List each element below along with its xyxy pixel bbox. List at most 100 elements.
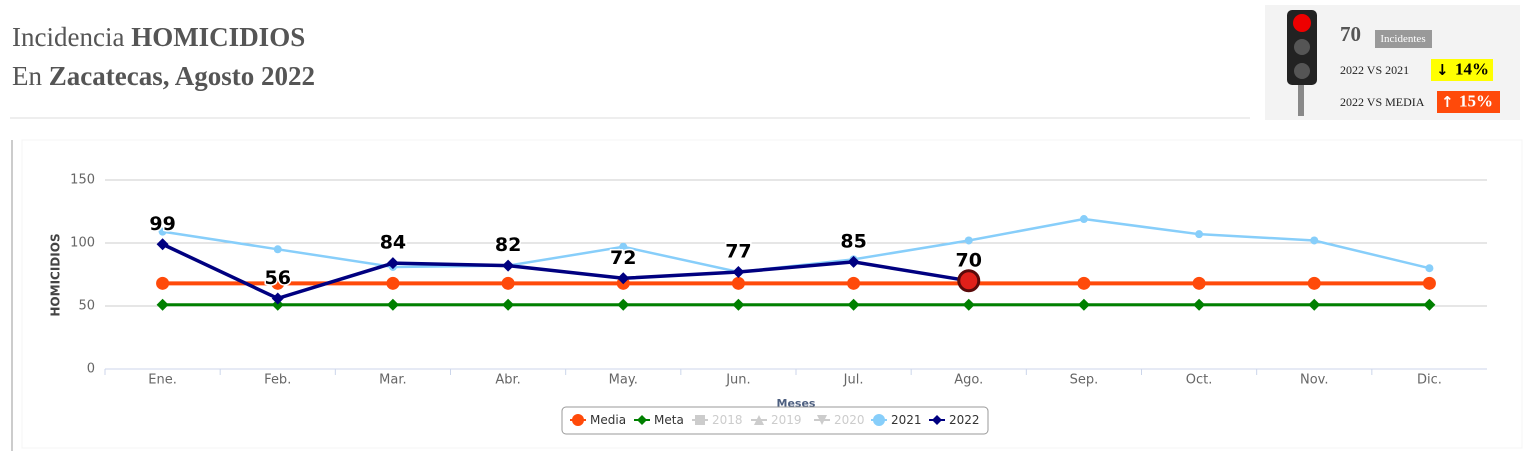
point: [271, 276, 285, 290]
data-label: 70: [956, 249, 982, 271]
vs-label: 2022 VS MEDIA: [1340, 95, 1425, 109]
point: [754, 415, 764, 425]
point: [817, 415, 827, 425]
point: [386, 257, 399, 270]
point: [1079, 215, 1088, 224]
point: [156, 276, 170, 290]
y-tick-label: 50: [78, 299, 95, 314]
point: [617, 272, 630, 285]
point: [962, 298, 975, 311]
point: [847, 298, 860, 311]
chart-panel: [21, 139, 1523, 449]
x-tick-label: Oct.: [1186, 373, 1213, 388]
x-tick-label: Sep.: [1070, 373, 1099, 388]
arrow-down: ↓: [1436, 61, 1449, 79]
point: [964, 236, 973, 245]
legend-label: Media: [590, 413, 626, 427]
badge-bg: [1375, 30, 1432, 48]
legend: [561, 406, 989, 435]
point: [847, 255, 860, 268]
title-bold: HOMICIDIOS: [131, 22, 305, 52]
x-tick-label: Ago.: [954, 373, 983, 388]
point: [386, 298, 399, 311]
point: [1422, 276, 1436, 290]
x-tick-label: May.: [609, 373, 638, 388]
point: [847, 276, 861, 290]
data-label: 77: [725, 240, 751, 262]
indicator: 70 Incidentes 2022 VS 2021 ↓ 14% 2022 VS…: [1265, 5, 1520, 120]
data-label: 99: [149, 213, 175, 235]
point: [1425, 264, 1434, 273]
point: [386, 276, 400, 290]
point: [273, 245, 282, 254]
vs-value: 14%: [1455, 59, 1489, 78]
x-tick-label: Mar.: [379, 373, 406, 388]
y-tick-label: 100: [70, 236, 95, 251]
point: [271, 292, 284, 305]
point: [502, 259, 515, 272]
legend-label: 2021: [891, 413, 922, 427]
point: [156, 238, 169, 251]
point: [1193, 298, 1206, 311]
legend-label: 2019: [771, 413, 802, 427]
point: [158, 227, 167, 236]
legend-label: Meta: [654, 413, 684, 427]
point: [619, 242, 628, 251]
point: [501, 276, 515, 290]
light-red: [1293, 14, 1311, 32]
light-green: [1294, 63, 1310, 79]
series-line: [161, 242, 970, 301]
legend-label: 2020: [834, 413, 865, 427]
x-tick-label: Nov.: [1300, 373, 1329, 388]
point: [1192, 276, 1206, 290]
title-prefix: En: [12, 61, 42, 91]
point: [1077, 276, 1091, 290]
x-tick-label: Abr.: [495, 373, 520, 388]
highlight-point: [957, 269, 981, 293]
point: [731, 276, 745, 290]
pole: [1298, 80, 1304, 116]
data-label: 85: [840, 230, 866, 252]
title-prefix: Incidencia: [12, 22, 124, 52]
x-tick-label: Jun.: [725, 373, 750, 388]
point: [1308, 298, 1321, 311]
point: [1195, 230, 1204, 239]
x-tick-label: Feb.: [264, 373, 291, 388]
count: 70: [1340, 22, 1361, 46]
x-tick-label: Dic.: [1417, 373, 1442, 388]
point: [873, 414, 885, 426]
data-label: 82: [495, 234, 521, 256]
data-label: 56: [265, 267, 291, 289]
badge: Incidentes: [1380, 33, 1425, 45]
y-tick-label: 150: [70, 173, 95, 188]
data-label: 72: [610, 247, 636, 269]
point: [695, 415, 705, 425]
arrow-up: ↑: [1441, 93, 1454, 111]
point: [932, 415, 942, 425]
y-tick-label: 0: [87, 362, 95, 377]
point: [271, 298, 284, 311]
point: [572, 414, 584, 426]
point: [637, 415, 647, 425]
vs-badge: [1431, 59, 1493, 81]
x-tick-label: Jul.: [843, 373, 864, 388]
point: [502, 298, 515, 311]
x-tick-label: Ene.: [148, 373, 177, 388]
vs-label: 2022 VS 2021: [1340, 63, 1409, 77]
title-line1: Incidencia HOMICIDIOS: [12, 22, 305, 52]
vs-value: 15%: [1459, 91, 1493, 110]
vs-badge: [1437, 91, 1500, 113]
point: [1423, 298, 1436, 311]
point: [156, 298, 169, 311]
light-yellow: [1294, 39, 1310, 55]
legend-label: 2018: [712, 413, 743, 427]
point: [1307, 276, 1321, 290]
data-label: 84: [380, 232, 406, 254]
point: [732, 298, 745, 311]
title-bold: Zacatecas, Agosto 2022: [49, 61, 315, 91]
title-line2: En Zacatecas, Agosto 2022: [12, 61, 315, 91]
point: [617, 298, 630, 311]
point: [1310, 236, 1319, 245]
y-axis-title: HOMICIDIOS: [49, 233, 63, 316]
